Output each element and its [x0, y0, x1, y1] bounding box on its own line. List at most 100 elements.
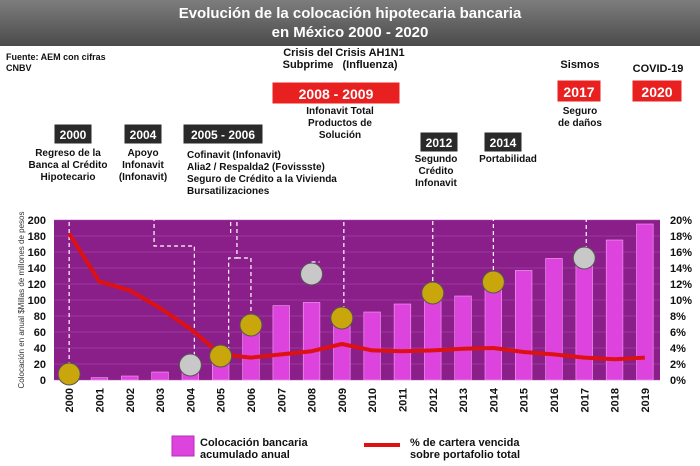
- event-marker-2014: [481, 270, 505, 294]
- annotation-2008-2009-text: Productos de: [308, 118, 372, 129]
- x-tick-label: 2018: [610, 388, 622, 412]
- source-note: Fuente: AEM con cifras CNBV: [6, 52, 136, 74]
- bar-2002: [121, 375, 139, 381]
- y-tick-label: 120: [28, 279, 46, 291]
- annotation-2005-2006-text: Bursatilizaciones: [187, 186, 270, 197]
- annotation-crisis-ah1n1-text: (Influenza): [343, 59, 398, 71]
- bar-2008: [302, 302, 321, 381]
- legend-swatch-bar: [171, 435, 195, 457]
- bar-2018: [605, 239, 624, 381]
- y2-tick-label: 18%: [670, 231, 692, 243]
- y-tick-label: 200: [28, 215, 46, 227]
- bar-2014: [484, 287, 502, 381]
- y2-tick-label: 14%: [670, 263, 692, 275]
- annotation-2012-text: Segundo: [415, 154, 458, 165]
- bar-2017: [575, 255, 593, 381]
- source-line-2: CNBV: [6, 63, 32, 73]
- annotation-2017-box: [556, 79, 602, 103]
- annotation-2020-box: [631, 79, 683, 103]
- annotation-2012-year: 2012: [426, 136, 453, 150]
- y2-tick-label: 16%: [670, 247, 692, 259]
- annotation-2008-2009-text: Infonavit Total: [306, 106, 374, 117]
- bar-2016: [545, 258, 563, 381]
- x-tick-label: 2002: [125, 388, 137, 412]
- annotation-sismos-text: Sismos: [560, 59, 599, 71]
- annotation-2005-2006-text: Seguro de Crédito a la Vivienda: [187, 174, 337, 185]
- y-axis-label: Colocación en anual $Millas de millones …: [17, 212, 26, 389]
- annotation-2014-text: Portabilidad: [479, 154, 537, 165]
- x-tick-label: 2000: [64, 388, 76, 412]
- y-tick-label: 20: [34, 359, 46, 371]
- bar-2011: [393, 303, 412, 381]
- y2-tick-label: 6%: [670, 327, 686, 339]
- bar-2019: [636, 223, 654, 381]
- event-marker-2004: [178, 353, 202, 377]
- annotation-2008-2009-year: 2008 - 2009: [299, 86, 374, 102]
- annotation-2017-text: de daños: [558, 118, 602, 129]
- annotation-2000-box: [53, 123, 93, 145]
- x-tick-label: 2009: [337, 388, 349, 412]
- annotation-2012-box: [419, 131, 459, 153]
- y-tick-label: 40: [34, 343, 46, 355]
- event-marker-2008: [300, 262, 324, 286]
- annotation-2017-text: Seguro: [563, 106, 597, 117]
- x-tick-label: 2015: [519, 388, 531, 412]
- event-marker-2009: [330, 306, 354, 330]
- annotation-2004-box: [123, 123, 163, 145]
- legend-bar-text: acumulado anual: [200, 449, 290, 461]
- annotation-2012-text: Crédito: [419, 166, 454, 177]
- annotation-2005-2006-text: Alia2 / Respalda2 (Fovissste): [187, 162, 325, 173]
- legend-bar-text: Colocación bancaria: [200, 437, 308, 449]
- y2-tick-label: 8%: [670, 311, 686, 323]
- x-tick-label: 2012: [428, 388, 440, 412]
- annotation-2004-text: (Infonavit): [119, 172, 167, 183]
- x-tick-label: 2014: [488, 387, 500, 412]
- bar-2015: [515, 270, 533, 381]
- y2-tick-label: 4%: [670, 343, 686, 355]
- annotation-2014-year: 2014: [490, 136, 517, 150]
- annotation-2000-text: Regreso de la: [35, 148, 101, 159]
- annotation-2000-year: 2000: [60, 128, 87, 142]
- annotation-2008-2009-text: Solución: [319, 130, 361, 141]
- annotation-2014-box: [483, 131, 523, 153]
- bar-2007: [272, 305, 290, 381]
- connector-2004: [153, 196, 195, 365]
- x-tick-label: 2003: [155, 388, 167, 412]
- bar-2010: [363, 311, 381, 381]
- y2-tick-label: 12%: [670, 279, 692, 291]
- event-marker-2017: [572, 246, 596, 270]
- x-tick-label: 2004: [185, 387, 197, 412]
- y-tick-label: 160: [28, 247, 46, 259]
- annotation-2005-2006-box: [182, 123, 264, 145]
- event-marker-2006: [239, 313, 263, 337]
- legend-line-text: sobre portafolio total: [410, 449, 520, 461]
- y-tick-label: 100: [28, 295, 46, 307]
- annotation-2004-year: 2004: [130, 128, 157, 142]
- x-tick-label: 2016: [549, 388, 561, 412]
- y2-tick-label: 10%: [670, 295, 692, 307]
- y-tick-label: 0: [40, 375, 46, 387]
- annotation-2004-text: Infonavit: [122, 160, 164, 171]
- x-tick-label: 2013: [458, 388, 470, 412]
- source-line-1: Fuente: AEM con cifras: [6, 52, 106, 62]
- x-tick-label: 2006: [246, 388, 258, 412]
- y-tick-label: 180: [28, 231, 46, 243]
- x-tick-label: 2019: [640, 388, 652, 412]
- chart-title: Evolución de la colocación hipotecaria b…: [0, 0, 700, 46]
- bar-2001: [90, 377, 109, 381]
- x-tick-label: 2008: [307, 388, 319, 412]
- y2-tick-label: 20%: [670, 215, 692, 227]
- annotation-2005-2006-year: 2005 - 2006: [191, 128, 255, 142]
- connector-2006: [236, 257, 252, 325]
- x-tick-label: 2011: [397, 388, 409, 412]
- x-tick-label: 2007: [276, 388, 288, 412]
- bar-2013: [454, 295, 472, 381]
- annotation-crisis-subprime-text: Subprime: [283, 59, 334, 71]
- annotation-crisis-subprime-text: Crisis del: [283, 47, 333, 59]
- bar-2003: [151, 371, 169, 381]
- x-tick-label: 2001: [94, 388, 106, 412]
- annotation-crisis-ah1n1-text: Crisis AH1N1: [335, 47, 404, 59]
- annotation-2000-text: Banca al Crédito: [29, 160, 108, 171]
- x-tick-label: 2005: [216, 388, 228, 412]
